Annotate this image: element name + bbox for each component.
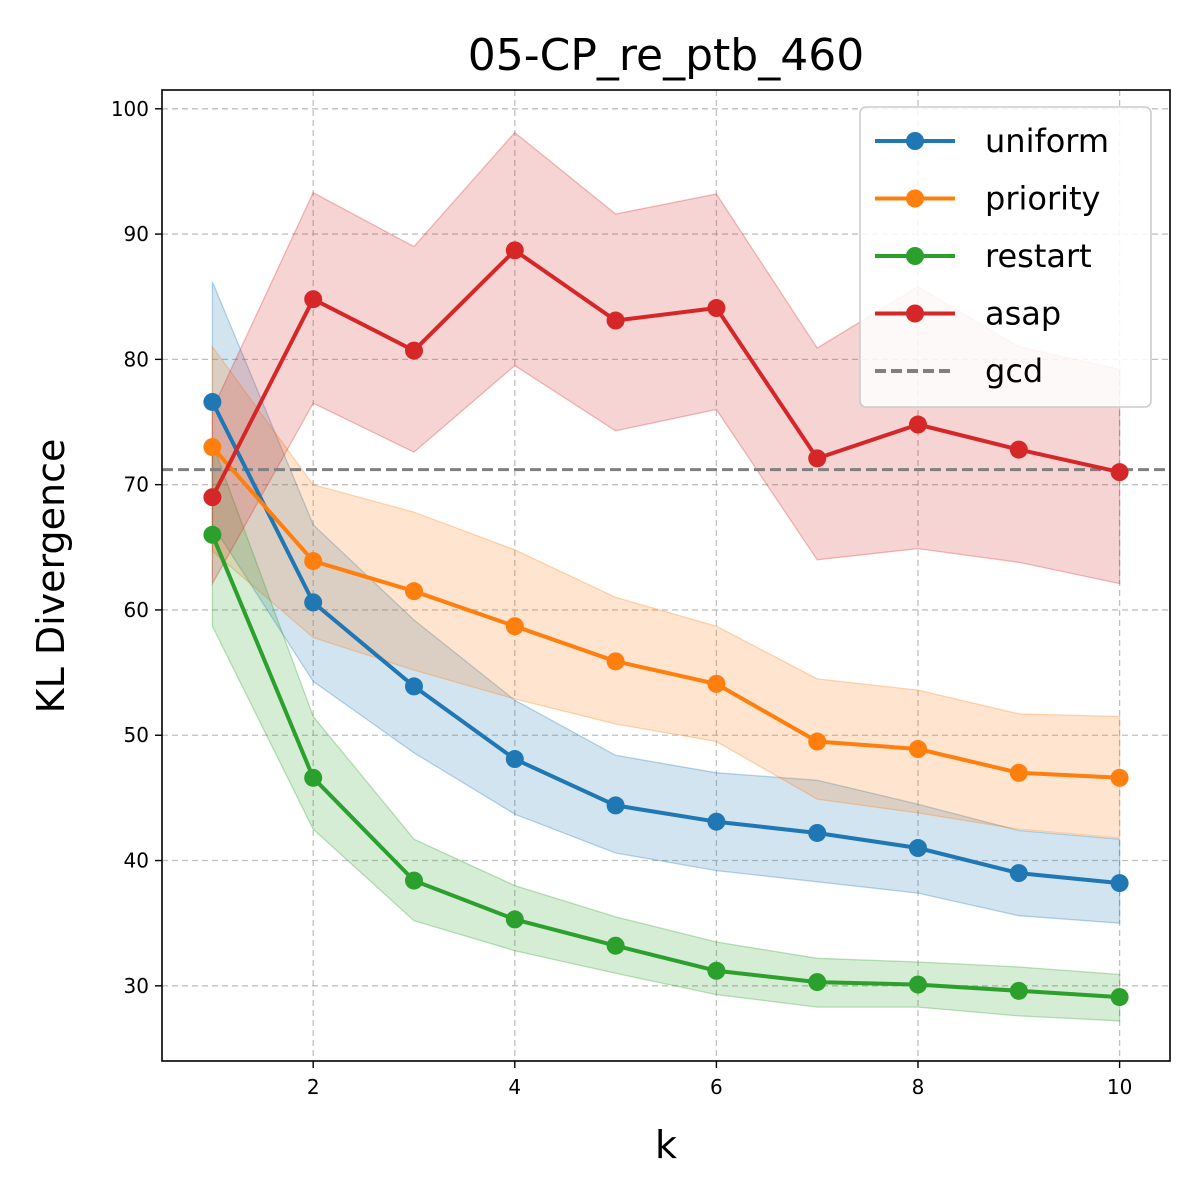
priority-legend-label: priority (985, 180, 1100, 218)
restart-point (304, 768, 323, 787)
axis-ticks: 2 4 6 8 10 30 40 50 60 70 80 90 100 (111, 97, 1133, 1099)
uniform-band (211, 281, 1121, 924)
restart-legend-label: restart (985, 237, 1092, 275)
uniform-point (304, 593, 323, 612)
x-axis-label: k (655, 1123, 677, 1167)
uniform-point (808, 823, 827, 842)
uniform-point (707, 812, 726, 831)
priority-point (405, 582, 423, 601)
asap-point (304, 290, 323, 309)
priority-point (707, 674, 726, 693)
legend-entries: uniform priority restart asap gcd (875, 122, 1109, 390)
asap-line (210, 248, 1121, 499)
x-tick-label: 8 (912, 1075, 925, 1099)
y-tick-label: 90 (124, 222, 149, 246)
asap-point (707, 299, 726, 318)
y-tick-label: 30 (124, 974, 149, 998)
x-tick-label: 4 (508, 1075, 521, 1099)
priority-line (210, 445, 1120, 780)
x-tick-label: 2 (307, 1075, 320, 1099)
legend-box (859, 106, 1152, 408)
y-tick-label: 50 (124, 723, 149, 747)
series-lines (210, 248, 1121, 1000)
uniform-point (606, 796, 625, 815)
y-tick-label: 40 (124, 849, 149, 873)
y-tick-label: 80 (124, 347, 149, 371)
asap-point (808, 449, 827, 468)
asap-point (505, 241, 524, 260)
y-tick-label: 70 (124, 473, 149, 497)
priority-point (1009, 763, 1028, 782)
priority-point (1110, 768, 1129, 787)
restart-legend-marker (906, 247, 924, 265)
restart-point (909, 975, 927, 994)
legend: uniform priority restart asap gcd (859, 106, 1152, 408)
chart-title: 05-CP_re_ptb_460 (468, 30, 864, 81)
uniform-legend-label: uniform (985, 122, 1109, 160)
asap-point (1110, 463, 1129, 482)
priority-point (505, 617, 524, 636)
uniform-line (210, 401, 1120, 886)
restart-point (405, 871, 423, 890)
y-tick-label: 100 (111, 97, 149, 121)
priority-point (606, 652, 625, 671)
uniform-point (505, 750, 524, 769)
asap-legend-marker (906, 304, 924, 323)
x-tick-label: 10 (1107, 1075, 1132, 1099)
y-axis-label: KL Divergence (29, 439, 73, 714)
uniform-point (909, 839, 927, 858)
uniform-point (1009, 864, 1028, 883)
plot-frame (161, 89, 1171, 1062)
restart-point (707, 961, 726, 980)
asap-legend-label: asap (985, 295, 1061, 333)
priority-band (211, 344, 1121, 839)
asap-point (606, 311, 625, 330)
priority-point (304, 552, 323, 571)
restart-point (203, 525, 222, 544)
y-tick-label: 60 (124, 598, 149, 622)
asap-point (1009, 440, 1028, 459)
asap-point (203, 488, 222, 507)
series-markers (203, 241, 1129, 1007)
restart-point (1009, 981, 1028, 1000)
restart-point (606, 936, 625, 955)
restart-point (808, 973, 827, 992)
restart-line (210, 534, 1120, 1000)
restart-point (505, 910, 524, 929)
priority-point (808, 732, 827, 751)
asap-point (405, 341, 423, 360)
gcd-legend-label: gcd (985, 352, 1043, 390)
priority-point (909, 740, 927, 759)
priority-legend-marker (906, 189, 924, 208)
priority-point (203, 438, 222, 457)
asap-point (909, 415, 927, 434)
uniform-point (1110, 874, 1129, 893)
restart-point (1110, 988, 1129, 1007)
uniform-point (203, 392, 222, 411)
uniform-legend-marker (906, 132, 924, 150)
uniform-point (405, 677, 423, 696)
x-tick-label: 6 (710, 1075, 723, 1099)
restart-band (211, 443, 1121, 1022)
